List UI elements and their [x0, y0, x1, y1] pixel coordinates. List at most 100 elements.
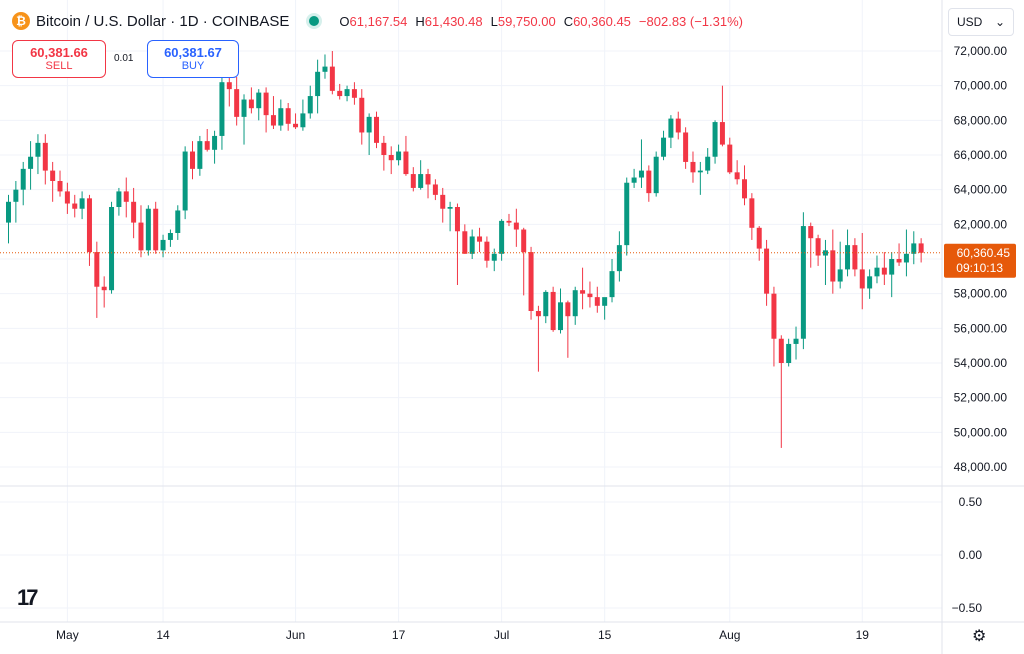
candle-body	[212, 135, 218, 150]
candle	[896, 243, 902, 266]
candle-body	[506, 220, 512, 223]
candle-body	[86, 198, 92, 253]
candle	[756, 226, 762, 261]
candle	[558, 288, 563, 334]
candle-body	[270, 115, 276, 126]
chart-header: ₿ Bitcoin / U.S. Dollar · 1D · COINBASE …	[12, 8, 743, 34]
candle-body	[204, 141, 210, 150]
candle-body	[410, 174, 416, 188]
candle	[653, 151, 659, 197]
candle-body	[837, 269, 843, 282]
ohlc-value: −802.83 (−1.31%)	[638, 13, 743, 29]
candle-body	[712, 122, 718, 157]
ohlc-readout: O61,167.54 H61,430.48 L59,750.00 C60,360.45…	[339, 14, 743, 29]
candle	[911, 231, 917, 265]
candle	[131, 187, 137, 239]
candle-body	[462, 231, 468, 254]
candle	[727, 137, 733, 175]
ohlc-value: 60,360.45	[573, 13, 631, 29]
candle	[293, 113, 299, 129]
candle	[374, 111, 379, 149]
candle-body	[889, 259, 895, 275]
candle	[602, 297, 608, 320]
candle-body	[668, 118, 674, 138]
ohlc-item: H61,430.48	[415, 14, 482, 29]
candle-body	[808, 226, 814, 239]
ohlc-key: O	[339, 13, 350, 29]
buy-button[interactable]: 60,381.67 BUY	[147, 40, 239, 78]
candle-body	[690, 161, 696, 173]
sell-button[interactable]: 60,381.66 SELL	[12, 40, 106, 78]
candle-body	[727, 144, 733, 173]
y-tick-label: 72,000.00	[954, 44, 1008, 58]
ohlc-value: 59,750.00	[497, 13, 556, 29]
candle	[771, 286, 777, 367]
candle-body	[867, 276, 873, 289]
candle	[499, 219, 505, 261]
candle-body	[859, 269, 865, 289]
candle	[742, 165, 747, 206]
candle-body	[6, 201, 11, 223]
y-tick-label: 50,000.00	[954, 425, 1008, 439]
candle-body	[256, 92, 262, 109]
candle	[28, 141, 34, 190]
candle	[528, 246, 534, 320]
candle	[388, 146, 394, 175]
candle	[675, 111, 681, 140]
candle-body	[138, 222, 144, 251]
candle	[845, 229, 851, 277]
candle-body	[705, 156, 711, 171]
candle-body	[491, 253, 497, 261]
candle	[749, 193, 755, 240]
candle-body	[624, 182, 630, 246]
buy-label: BUY	[181, 60, 205, 72]
candle	[712, 120, 718, 164]
candle	[109, 201, 115, 294]
candle	[580, 267, 586, 310]
buy-price: 60,381.67	[164, 45, 222, 60]
candle	[396, 144, 402, 166]
y-tick-label: 70,000.00	[954, 79, 1008, 93]
candle-body	[278, 108, 284, 126]
ohlc-item: −802.83 (−1.31%)	[639, 14, 743, 29]
candle-body	[631, 177, 637, 183]
candle-body	[756, 227, 762, 249]
y-tick-label: 58,000.00	[954, 287, 1008, 301]
candle-body	[881, 267, 887, 275]
candle	[116, 187, 122, 216]
y-tick-label: 64,000.00	[954, 183, 1008, 197]
candle-body	[683, 132, 689, 162]
y-tick-label: 54,000.00	[954, 356, 1008, 370]
symbol-title[interactable]: Bitcoin / U.S. Dollar · 1D · COINBASE	[36, 12, 290, 30]
candle	[800, 212, 806, 350]
candle-body	[572, 290, 578, 317]
candle-body	[734, 172, 740, 180]
candle	[307, 85, 313, 119]
ohlc-value: 61,167.54	[349, 13, 408, 29]
candle	[550, 286, 556, 332]
candle-body	[153, 208, 159, 251]
candle	[190, 141, 195, 180]
candle	[786, 338, 792, 367]
candle-body	[447, 207, 453, 209]
candle-body	[307, 96, 313, 114]
candle-body	[499, 220, 505, 254]
candle-body	[248, 99, 254, 109]
bitcoin-icon: ₿	[12, 12, 30, 30]
gear-icon[interactable]: ⚙	[972, 628, 987, 645]
candle-body	[918, 243, 924, 253]
currency-select[interactable]: USD ⌄	[948, 8, 1014, 36]
candle	[212, 130, 218, 164]
x-tick-label: 17	[392, 628, 406, 642]
candle	[145, 205, 151, 256]
candle	[359, 89, 365, 145]
candle	[13, 181, 19, 223]
candle-body	[94, 252, 100, 287]
candle	[506, 213, 512, 227]
candle	[859, 233, 865, 310]
candle-body	[771, 293, 777, 339]
tradingview-logo[interactable]: 17	[17, 585, 39, 610]
candle-body	[293, 123, 299, 128]
